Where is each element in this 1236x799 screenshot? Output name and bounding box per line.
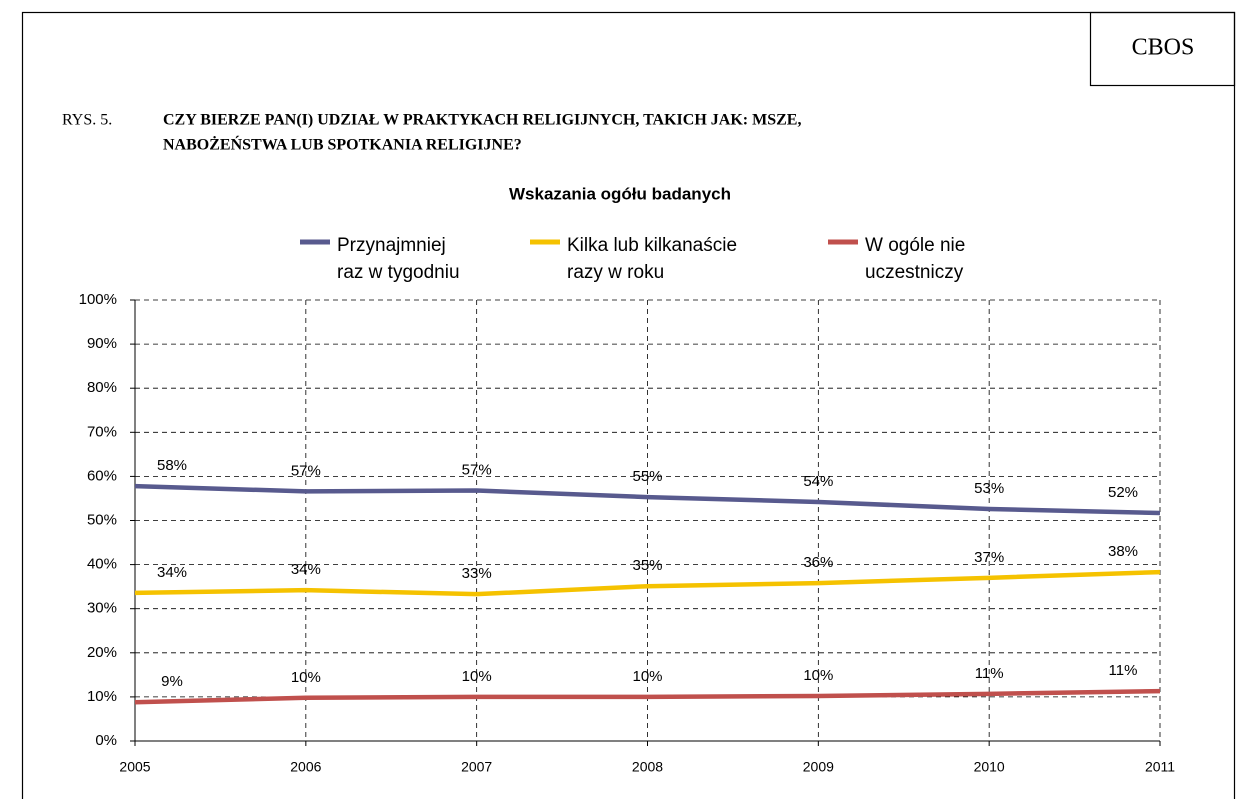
- source: CBOS: [1132, 35, 1195, 61]
- chart-title: Wskazania ogółu badanych: [509, 184, 731, 203]
- series-line: [134, 569, 1161, 597]
- page-frame: [21, 11, 1236, 799]
- x-tick-label: 2007: [461, 759, 492, 775]
- legend-label: Przynajmniej raz w tygodniu: [337, 235, 460, 283]
- y-tick-label: 60%: [87, 467, 117, 484]
- data-label: 36%: [803, 554, 833, 571]
- data-label: 57%: [291, 462, 321, 479]
- y-tick-label: 20%: [87, 644, 117, 661]
- data-label: 11%: [1109, 662, 1138, 679]
- series-line: [134, 483, 1161, 516]
- y-tick-label: 70%: [87, 423, 117, 440]
- y-tick-label: 40%: [87, 556, 117, 573]
- y-tick-label: 10%: [87, 688, 117, 705]
- data-label: 57%: [462, 461, 492, 478]
- data-label: 10%: [291, 669, 321, 686]
- y-tick-label: 50%: [87, 511, 117, 528]
- y-tick-label: 90%: [87, 335, 117, 352]
- y-tick-label: 100%: [79, 291, 117, 308]
- data-label: 58%: [157, 457, 187, 474]
- data-label: 52%: [1108, 484, 1138, 501]
- series-line: [134, 688, 1161, 705]
- legend-label: Kilka lub kilkanaście razy w roku: [567, 235, 737, 283]
- x-tick-label: 2009: [803, 759, 834, 775]
- y-tick-label: 80%: [87, 379, 117, 396]
- data-label: 10%: [632, 668, 662, 685]
- data-label: 33%: [462, 565, 492, 582]
- data-label: 55%: [632, 468, 662, 485]
- y-tick-label: 30%: [87, 600, 117, 617]
- data-label: 53%: [974, 480, 1004, 497]
- x-tick-label: 2005: [119, 759, 150, 775]
- data-label: 10%: [462, 668, 492, 685]
- y-tick-label: 0%: [95, 732, 117, 749]
- x-tick-label: 2006: [290, 759, 321, 775]
- x-tick-label: 2010: [974, 759, 1005, 775]
- legend-label: W ogóle nie uczestniczy: [865, 235, 965, 283]
- data-label: 38%: [1108, 543, 1138, 560]
- data-label: 34%: [157, 564, 187, 581]
- x-tick-label: 2008: [632, 759, 663, 775]
- figure-title: NABOŻEŃSTWA LUB SPOTKANIA RELIGIJNE?: [163, 135, 522, 154]
- data-label: 10%: [803, 667, 833, 684]
- x-tick-label: 2011: [1145, 759, 1175, 775]
- data-label: 34%: [291, 561, 321, 578]
- data-label: 35%: [632, 557, 662, 574]
- data-label: 37%: [974, 549, 1004, 566]
- data-label: 9%: [161, 673, 183, 690]
- figure-title: CZY BIERZE PAN(I) UDZIAŁ W PRAKTYKACH RE…: [163, 112, 801, 129]
- source-box: [1089, 11, 1236, 87]
- figure-label: RYS. 5.: [62, 112, 112, 129]
- data-label: 54%: [803, 473, 833, 490]
- data-label: 11%: [975, 665, 1004, 682]
